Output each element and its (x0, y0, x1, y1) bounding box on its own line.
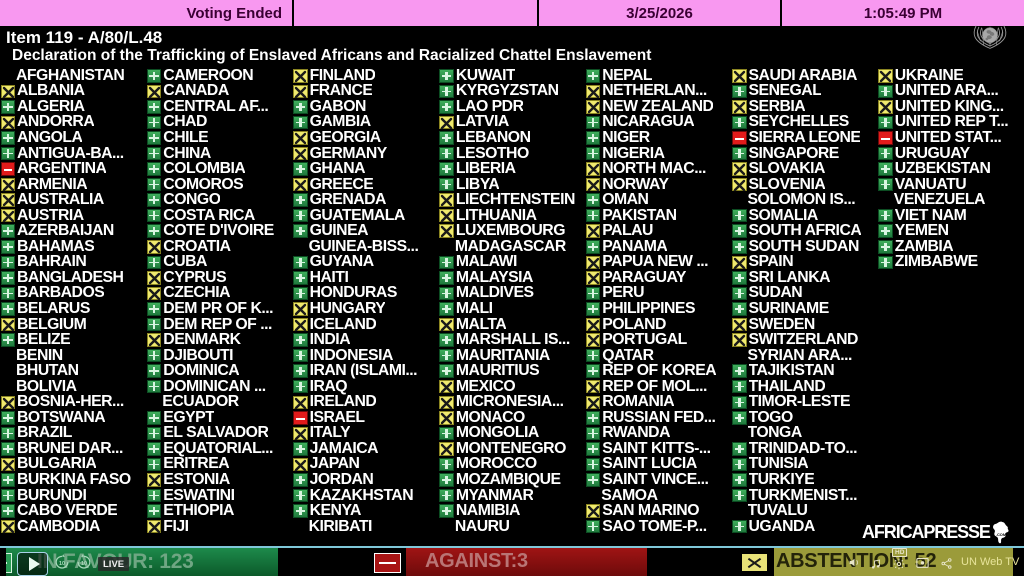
svg-text:.COM: .COM (996, 532, 1007, 537)
svg-text:10: 10 (81, 561, 87, 567)
svg-text:10: 10 (59, 561, 65, 567)
